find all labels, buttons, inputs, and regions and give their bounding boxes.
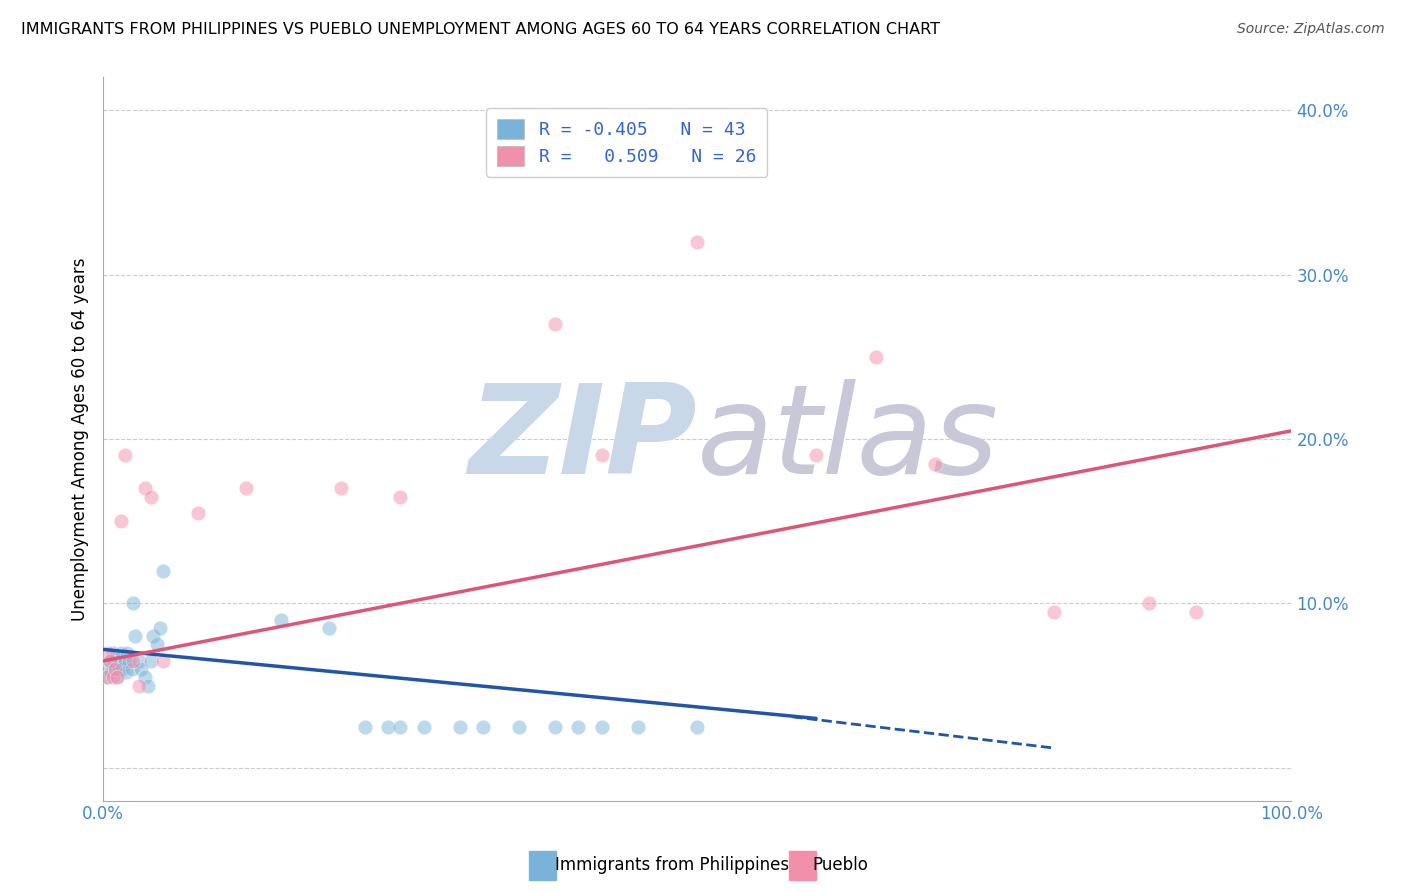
Point	[329, 481, 352, 495]
Point	[318, 621, 340, 635]
Point	[449, 720, 471, 734]
Point	[270, 613, 292, 627]
Point	[508, 720, 530, 734]
Point	[389, 720, 412, 734]
Point	[128, 654, 150, 668]
Point	[567, 720, 589, 734]
Point	[110, 514, 132, 528]
Point	[591, 720, 613, 734]
Point	[121, 596, 143, 610]
Point	[110, 646, 132, 660]
Point	[924, 457, 946, 471]
Point	[114, 665, 136, 680]
Point	[114, 654, 136, 668]
Text: Pueblo: Pueblo	[813, 856, 869, 874]
Point	[544, 317, 567, 331]
Point	[686, 235, 709, 249]
Point	[235, 481, 257, 495]
Point	[187, 506, 209, 520]
Point	[136, 679, 159, 693]
Text: Source: ZipAtlas.com: Source: ZipAtlas.com	[1237, 22, 1385, 37]
Point	[121, 654, 143, 668]
Point	[105, 648, 128, 663]
Point	[627, 720, 650, 734]
Point	[118, 654, 141, 668]
Point	[142, 629, 165, 643]
Point	[114, 449, 136, 463]
Point	[865, 350, 887, 364]
Y-axis label: Unemployment Among Ages 60 to 64 years: Unemployment Among Ages 60 to 64 years	[72, 257, 89, 621]
Point	[107, 662, 129, 676]
Point	[121, 662, 143, 676]
Point	[101, 670, 124, 684]
Point	[804, 449, 827, 463]
Point	[413, 720, 436, 734]
Text: ZIP: ZIP	[468, 378, 697, 500]
Point	[98, 654, 121, 668]
Point	[104, 662, 127, 676]
Text: IMMIGRANTS FROM PHILIPPINES VS PUEBLO UNEMPLOYMENT AMONG AGES 60 TO 64 YEARS COR: IMMIGRANTS FROM PHILIPPINES VS PUEBLO UN…	[21, 22, 941, 37]
Point	[377, 720, 399, 734]
Point	[108, 654, 131, 668]
Point	[389, 490, 412, 504]
Point	[134, 481, 156, 495]
Point	[111, 662, 134, 676]
Point	[1042, 605, 1064, 619]
Point	[353, 720, 375, 734]
Point	[152, 564, 174, 578]
Text: Immigrants from Philippines: Immigrants from Philippines	[555, 856, 790, 874]
Point	[145, 638, 167, 652]
Point	[1137, 596, 1160, 610]
Point	[139, 654, 162, 668]
Point	[1185, 605, 1208, 619]
Point	[129, 662, 152, 676]
Point	[101, 646, 124, 660]
Text: atlas: atlas	[697, 378, 1000, 500]
Point	[128, 679, 150, 693]
Point	[96, 670, 118, 684]
Point	[103, 654, 125, 668]
Point	[97, 646, 120, 660]
Point	[139, 490, 162, 504]
Point	[544, 720, 567, 734]
Point	[149, 621, 172, 635]
Point	[105, 670, 128, 684]
Point	[98, 662, 121, 676]
Point	[472, 720, 495, 734]
Point	[100, 665, 122, 680]
Point	[105, 670, 128, 684]
Legend: R = -0.405   N = 43, R =   0.509   N = 26: R = -0.405 N = 43, R = 0.509 N = 26	[486, 108, 768, 177]
Point	[115, 646, 138, 660]
Point	[591, 449, 613, 463]
Point	[96, 670, 118, 684]
Point	[104, 662, 127, 676]
Point	[124, 629, 146, 643]
Point	[152, 654, 174, 668]
Point	[98, 654, 121, 668]
Point	[686, 720, 709, 734]
Point	[134, 670, 156, 684]
